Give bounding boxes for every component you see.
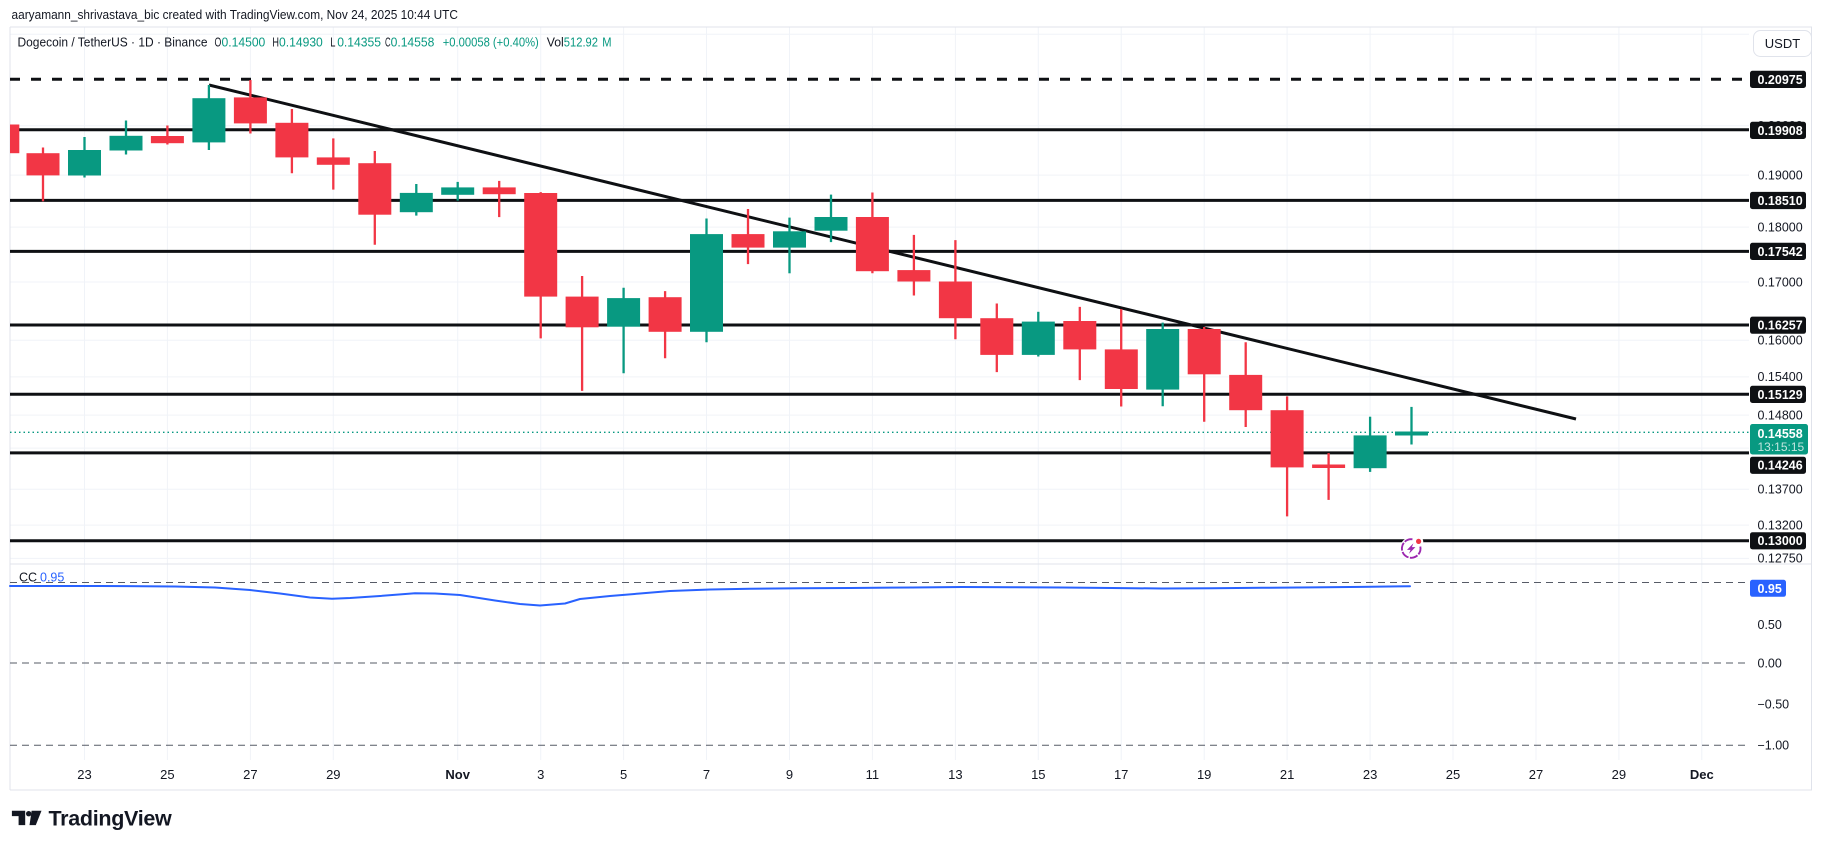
svg-text:3: 3 [537,767,544,782]
svg-text:0.50: 0.50 [1758,618,1782,632]
svg-text:27: 27 [243,767,257,782]
svg-text:25: 25 [160,767,174,782]
svg-text:USDT: USDT [1765,36,1800,51]
svg-text:13: 13 [948,767,962,782]
svg-text:29: 29 [326,767,340,782]
svg-text:Dec: Dec [1690,767,1714,782]
svg-text:0.15400: 0.15400 [1758,370,1803,384]
svg-text:27: 27 [1529,767,1543,782]
svg-text:CC: CC [19,570,37,584]
svg-text:23: 23 [1363,767,1377,782]
svg-text:0.14246: 0.14246 [1758,459,1803,473]
svg-text:21: 21 [1280,767,1294,782]
svg-text:C: C [385,34,391,49]
svg-text:0.17542: 0.17542 [1758,245,1803,259]
svg-text:M: M [602,34,611,49]
svg-text:17: 17 [1114,767,1128,782]
svg-text:0.14500: 0.14500 [222,34,266,49]
svg-text:0.18510: 0.18510 [1758,194,1803,208]
svg-text:11: 11 [866,767,880,782]
svg-text:0.19000: 0.19000 [1758,168,1803,182]
svg-text:0.95: 0.95 [40,570,64,584]
svg-text:TradingView: TradingView [49,807,173,831]
svg-text:0.13000: 0.13000 [1758,534,1803,548]
svg-text:9: 9 [786,767,793,782]
svg-text:13:15:15: 13:15:15 [1758,440,1805,454]
svg-text:512.92: 512.92 [564,34,598,49]
svg-text:0.12750: 0.12750 [1758,552,1803,566]
svg-text:Dogecoin / TetherUS · 1D · Bin: Dogecoin / TetherUS · 1D · Binance [18,34,208,49]
svg-text:0.14355: 0.14355 [337,34,381,49]
svg-text:0.95: 0.95 [1758,582,1782,596]
svg-text:0.14558: 0.14558 [1758,427,1803,441]
svg-text:0.20975: 0.20975 [1758,73,1803,87]
svg-text:0.13700: 0.13700 [1758,483,1803,497]
svg-text:5: 5 [620,767,627,782]
svg-text:0.14800: 0.14800 [1758,408,1803,422]
svg-text:−0.50: −0.50 [1758,697,1790,711]
svg-text:0.15129: 0.15129 [1758,388,1803,402]
svg-text:H: H [272,34,279,49]
svg-text:19: 19 [1197,767,1211,782]
svg-text:+0.00058 (+0.40%): +0.00058 (+0.40%) [443,34,539,49]
svg-text:0.19908: 0.19908 [1758,124,1803,138]
svg-text:0.16000: 0.16000 [1758,334,1803,348]
svg-text:Nov: Nov [445,767,470,782]
svg-text:0.00: 0.00 [1758,656,1782,670]
svg-text:25: 25 [1446,767,1460,782]
svg-text:0.13200: 0.13200 [1758,518,1803,532]
svg-text:L: L [330,34,335,49]
svg-text:−1.00: −1.00 [1758,739,1790,753]
svg-text:15: 15 [1031,767,1045,782]
svg-text:0.14930: 0.14930 [279,34,323,49]
svg-text:0.18000: 0.18000 [1758,220,1803,234]
svg-text:aaryamann_shrivastava_bic crea: aaryamann_shrivastava_bic created with T… [12,7,459,22]
svg-text:Vol: Vol [547,34,564,49]
svg-text:29: 29 [1612,767,1626,782]
svg-text:O: O [215,34,222,49]
svg-text:7: 7 [703,767,710,782]
svg-text:0.17000: 0.17000 [1758,275,1803,289]
svg-text:0.14558: 0.14558 [391,34,435,49]
svg-text:0.16257: 0.16257 [1758,319,1803,333]
svg-text:23: 23 [77,767,91,782]
